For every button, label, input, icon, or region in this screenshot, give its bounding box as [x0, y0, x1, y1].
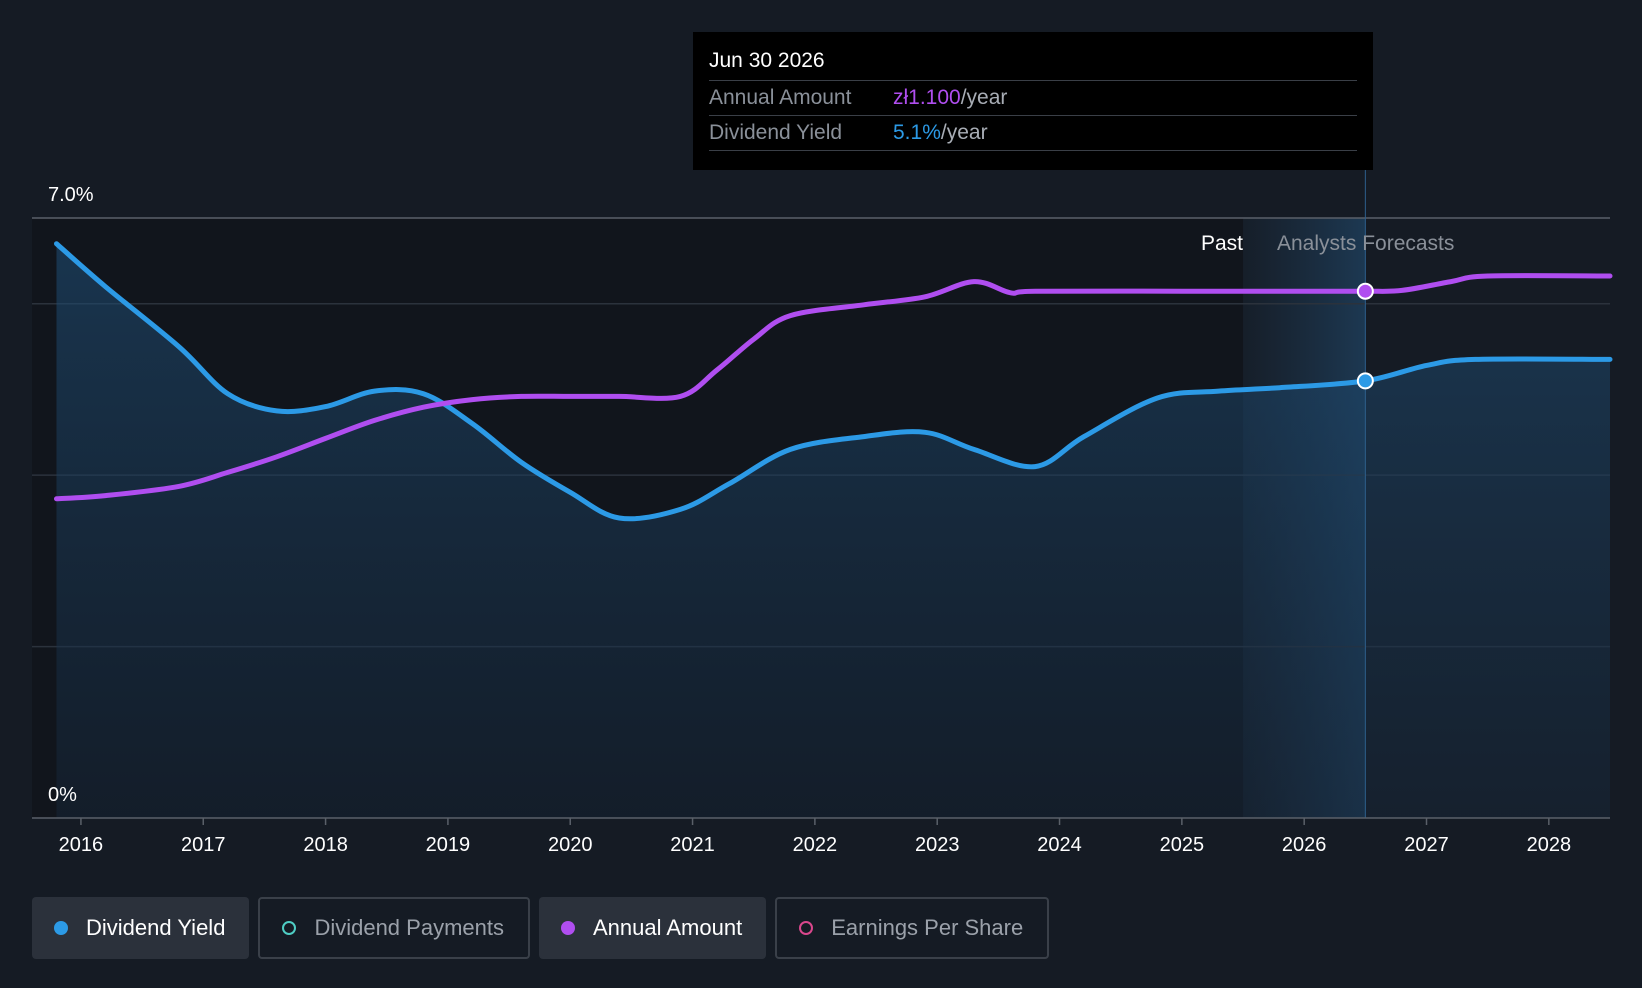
legend-label: Annual Amount [592, 915, 743, 940]
x-tick-label: 2021 [670, 834, 715, 856]
tooltip-row-dividend-yield: Dividend Yield 5.1% /year [709, 116, 1357, 151]
earnings-per-share-ring-icon [799, 921, 814, 935]
legend-label: Dividend Payments [314, 915, 504, 940]
dividend-yield-marker[interactable] [1356, 372, 1374, 390]
legend: Dividend Yield Dividend Payments Annual … [32, 897, 1050, 959]
x-tick-label: 2025 [1160, 834, 1205, 856]
tooltip-value: 5.1% [893, 121, 941, 144]
annual-amount-marker[interactable] [1356, 282, 1374, 300]
tooltip-unit: /year [940, 121, 988, 144]
dividend-payments-ring-icon [282, 921, 297, 935]
dividend-yield-area [56, 243, 1610, 818]
annual-amount-line [54, 273, 1613, 502]
x-tick-label: 2017 [181, 834, 226, 856]
y-tick-bottom: 0% [48, 784, 77, 806]
tooltip-row-annual-amount: Annual Amount zł1.100 /year [709, 81, 1357, 116]
legend-dividend-payments-button[interactable]: Dividend Payments [258, 897, 530, 959]
tooltip-label: Annual Amount [709, 86, 852, 109]
tooltip-value: zł1.100 [893, 86, 961, 109]
legend-annual-amount-button[interactable]: Annual Amount [538, 897, 767, 959]
tooltip-label: Dividend Yield [709, 121, 843, 144]
x-tick-label: 2020 [548, 834, 593, 856]
x-tick-label: 2022 [793, 834, 838, 856]
x-tick-label: 2023 [915, 834, 960, 856]
legend-dividend-yield-button[interactable]: Dividend Yield [32, 897, 250, 959]
tooltip: Jun 30 2026 Annual Amount zł1.100 /year … [693, 32, 1373, 170]
x-axis: 2016 2017 2018 2019 2020 2021 2022 2023 2024 2025… [32, 817, 1610, 856]
annual-amount-dot-icon [560, 921, 575, 935]
tooltip-date: Jun 30 2026 [709, 46, 1357, 81]
x-tick-label: 2018 [303, 834, 348, 856]
x-tick-label: 2027 [1404, 834, 1449, 856]
dividend-yield-dot-icon [54, 921, 68, 935]
past-label: Past [1201, 232, 1243, 255]
tooltip-unit: /year [960, 86, 1008, 109]
y-tick-top: 7.0% [48, 184, 94, 206]
legend-label: Dividend Yield [86, 915, 226, 940]
legend-label: Earnings Per Share [831, 915, 1024, 940]
x-tick-label: 2019 [426, 834, 471, 856]
x-tick-label: 2028 [1527, 834, 1572, 856]
legend-earnings-per-share-button[interactable]: Earnings Per Share [775, 897, 1050, 959]
x-tick-label: 2024 [1037, 834, 1082, 856]
x-tick-label: 2026 [1282, 834, 1327, 856]
forecast-label: Analysts Forecasts [1277, 232, 1454, 255]
x-tick-label: 2016 [59, 834, 104, 856]
dividend-yield-line [54, 241, 1613, 522]
